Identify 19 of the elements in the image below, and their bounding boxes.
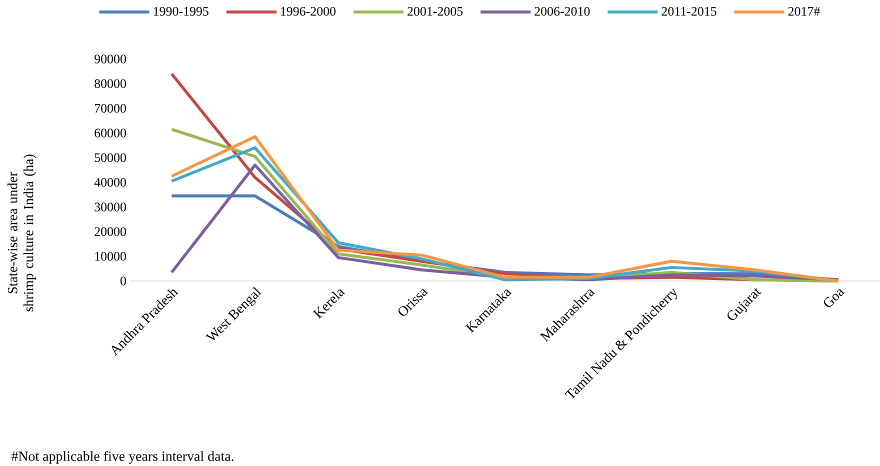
legend-label: 1990-1995 — [154, 6, 208, 16]
y-tick-label: 90000 — [94, 54, 126, 64]
y-tick-label: 20000 — [94, 227, 126, 236]
legend-label: 1996-2000 — [281, 6, 336, 16]
legend-label: 2001-2005 — [408, 6, 463, 16]
text: #Not applicable five years interval data. — [11, 450, 234, 464]
x-tick-label: Goa — [824, 289, 845, 307]
legend-label: 2017# — [788, 6, 820, 16]
y-tick-label: 50000 — [94, 153, 126, 162]
y-tick-label: 0 — [120, 276, 126, 286]
y-axis-title: State-wise area under shrimp culture in India (ha) — [8, 154, 36, 312]
legend-label: 2006-2010 — [534, 6, 590, 16]
y-tick-label: 40000 — [94, 178, 126, 187]
y-tick-label: 70000 — [94, 104, 126, 113]
y-tick-label: 10000 — [95, 252, 126, 261]
y-tick-label: 60000 — [94, 128, 126, 138]
y-tick-label: 80000 — [94, 79, 126, 88]
y-tick-label: 30000 — [94, 202, 126, 212]
legend-label: 2011-2015 — [662, 6, 716, 16]
